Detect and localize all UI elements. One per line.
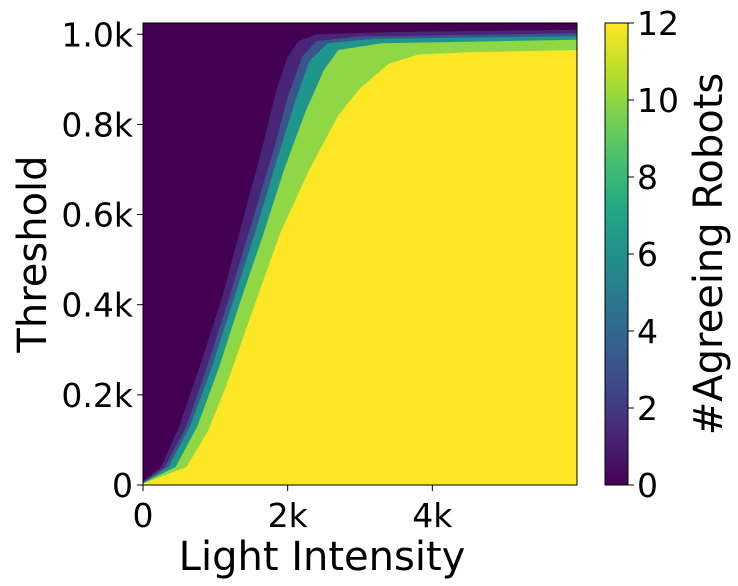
colorbar-ticks: 0 2 4 6 8 10 12 xyxy=(628,4,679,505)
colorbar-tick-label: 0 xyxy=(637,466,658,505)
y-tick-label: 0.8k xyxy=(61,105,133,144)
y-tick-label: 0.2k xyxy=(61,376,133,415)
x-tick-label: 4k xyxy=(412,496,453,535)
y-axis: 0 0.2k 0.4k 0.6k 0.8k 1.0k xyxy=(61,15,143,505)
y-axis-label: Threshold xyxy=(10,155,56,353)
colorbar-tick-label: 10 xyxy=(637,81,679,120)
contour-level-12 xyxy=(143,50,577,485)
x-axis: 0 2k 4k xyxy=(133,485,453,535)
colorbar-tick-label: 4 xyxy=(637,312,658,351)
x-tick-label: 0 xyxy=(133,496,154,535)
y-tick-label: 0 xyxy=(112,466,133,505)
plot-frame xyxy=(142,22,578,486)
y-tick-label: 0.6k xyxy=(61,196,133,235)
colorbar-tick-label: 2 xyxy=(637,389,658,428)
colorbar xyxy=(604,22,629,486)
heatmap-plot-area xyxy=(143,23,577,485)
y-tick-label: 1.0k xyxy=(61,15,133,54)
colorbar-tick-label: 6 xyxy=(637,235,658,274)
x-axis-label: Light Intensity xyxy=(179,534,466,580)
colorbar-tick-label: 8 xyxy=(637,158,658,197)
colorbar-tick-label: 12 xyxy=(637,4,679,43)
y-tick-label: 0.4k xyxy=(61,286,133,325)
x-tick-label: 2k xyxy=(268,496,309,535)
colorbar-label: #Agreeing Robots xyxy=(686,73,732,435)
